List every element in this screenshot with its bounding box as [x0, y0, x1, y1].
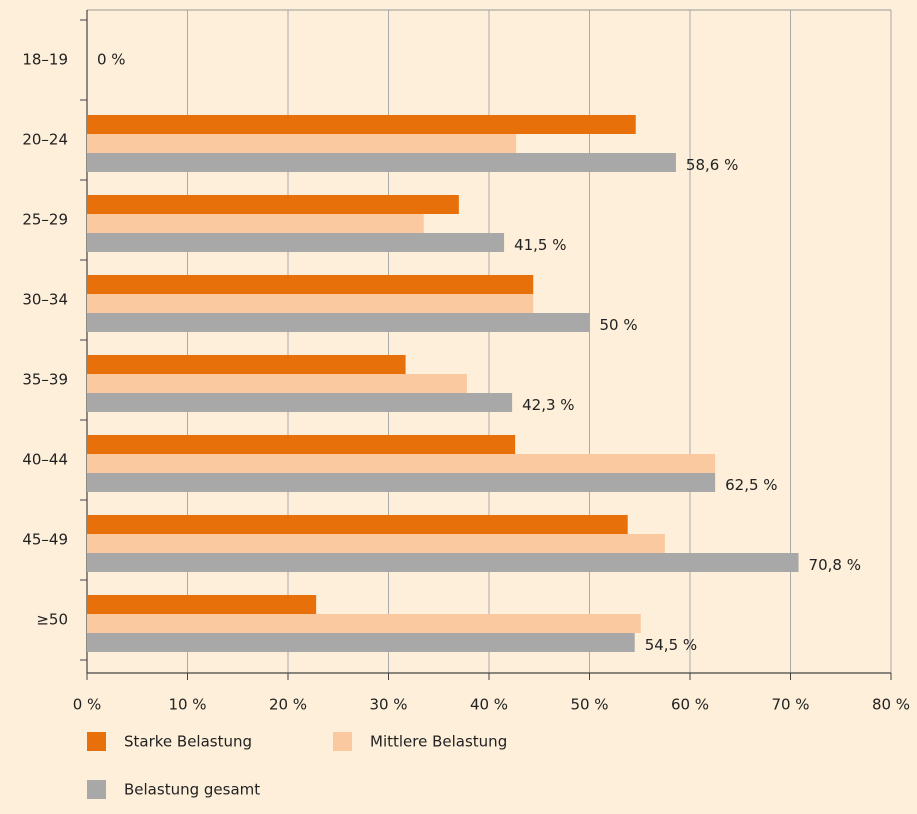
bar — [87, 595, 317, 614]
bar — [87, 374, 467, 393]
y-tick-label: 35–39 — [22, 371, 68, 389]
bar — [87, 313, 590, 332]
y-tick-label: 25–29 — [22, 211, 68, 229]
value-label: 50 % — [600, 316, 638, 334]
legend-label: Starke Belastung — [124, 733, 252, 751]
value-label: 41,5 % — [514, 236, 566, 254]
value-label: 58,6 % — [686, 156, 738, 174]
x-tick-label: 20 % — [269, 696, 307, 714]
bar — [87, 473, 716, 492]
bar — [87, 515, 628, 534]
bar — [87, 534, 665, 553]
x-tick-label: 30 % — [369, 696, 407, 714]
bar — [87, 633, 635, 652]
bar — [87, 214, 424, 233]
bar — [87, 275, 534, 294]
bar — [87, 553, 799, 572]
bar — [87, 115, 636, 134]
value-label: 54,5 % — [645, 636, 697, 654]
y-tick-label: 45–49 — [22, 531, 68, 549]
bar — [87, 435, 516, 454]
legend-swatch — [87, 780, 106, 799]
legend-swatch — [87, 732, 106, 751]
bar — [87, 614, 641, 633]
x-tick-label: 10 % — [168, 696, 206, 714]
bar — [87, 454, 716, 473]
x-tick-label: 40 % — [470, 696, 508, 714]
bar — [87, 153, 676, 172]
y-tick-label: 18–19 — [22, 51, 68, 69]
bar — [87, 134, 517, 153]
y-tick-label: 30–34 — [22, 291, 68, 309]
value-label: 62,5 % — [725, 476, 777, 494]
bar — [87, 355, 406, 374]
bar — [87, 294, 534, 313]
bar — [87, 233, 505, 252]
legend-swatch — [333, 732, 352, 751]
legend-label: Belastung gesamt — [124, 781, 260, 799]
y-tick-label: 40–44 — [22, 451, 68, 469]
value-label: 70,8 % — [809, 556, 861, 574]
bar — [87, 393, 513, 412]
legend-label: Mittlere Belastung — [370, 733, 507, 751]
y-tick-label: 20–24 — [22, 131, 68, 149]
x-tick-label: 70 % — [771, 696, 809, 714]
value-label: 0 % — [97, 51, 126, 69]
x-tick-label: 0 % — [73, 696, 102, 714]
bar — [87, 195, 459, 214]
value-label: 42,3 % — [522, 396, 574, 414]
x-tick-label: 80 % — [872, 696, 910, 714]
x-tick-label: 60 % — [671, 696, 709, 714]
x-tick-label: 50 % — [570, 696, 608, 714]
y-tick-label: ≥50 — [36, 611, 68, 629]
